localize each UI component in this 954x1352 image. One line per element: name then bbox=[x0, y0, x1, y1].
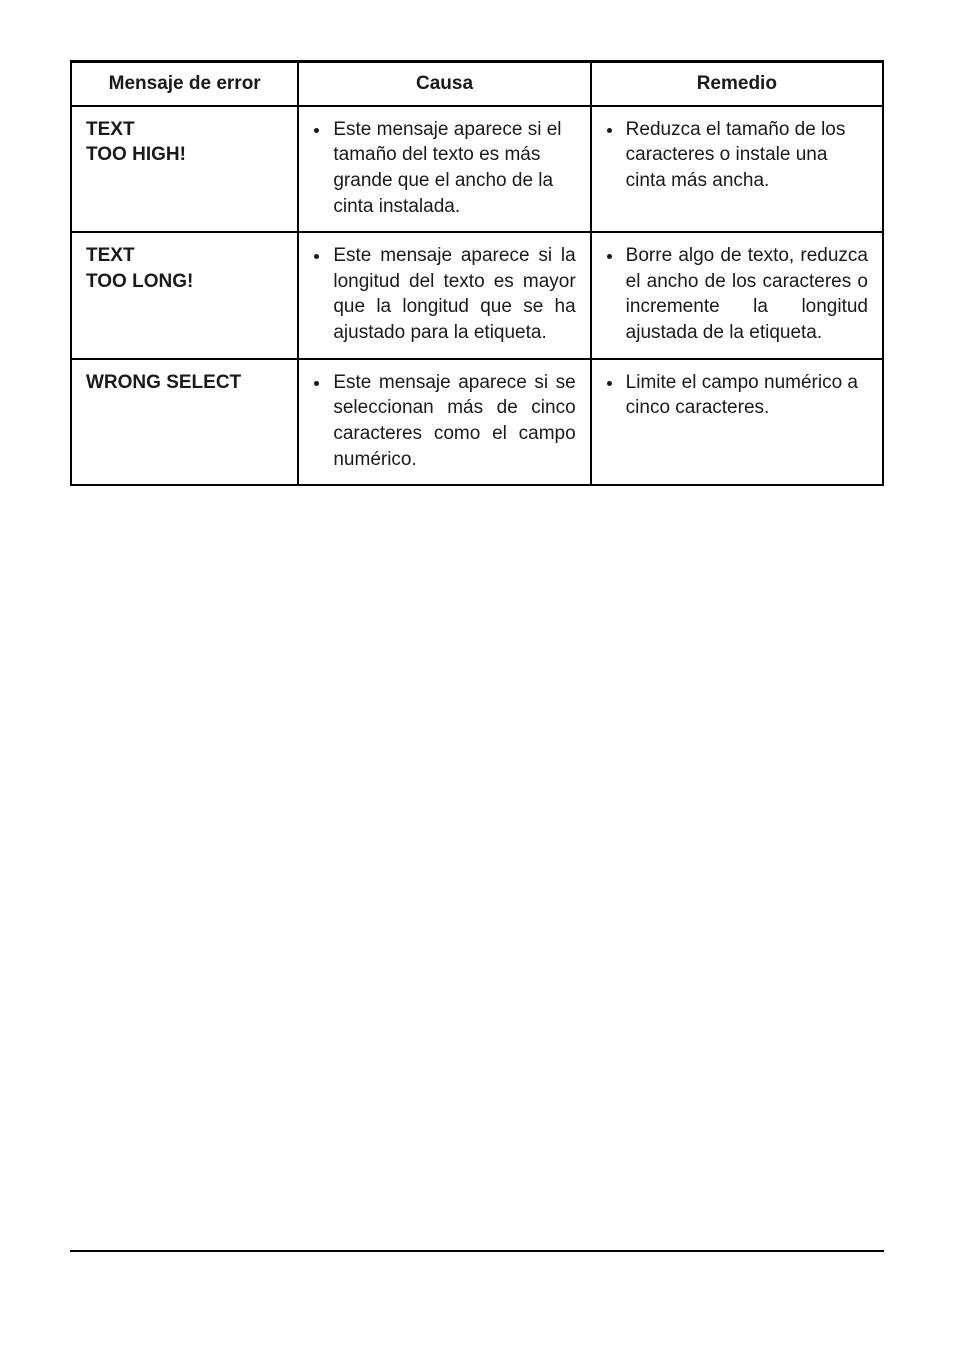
message-line: WRONG SELECT bbox=[86, 370, 283, 396]
remedy-list: Borre algo de texto, reduzca el ancho de… bbox=[606, 243, 868, 346]
message-cell: WRONG SELECT bbox=[71, 359, 298, 486]
table-row: TEXTTOO HIGH! Este mensaje aparece si el … bbox=[71, 106, 883, 233]
cause-item: Este mensaje aparece si se seleccionan m… bbox=[331, 370, 575, 473]
remedy-item: Reduzca el tamaño de los caracteres o in… bbox=[624, 117, 868, 194]
remedy-list: Limite el campo numé­rico a cinco caract… bbox=[606, 370, 868, 421]
remedy-list: Reduzca el tamaño de los caracteres o in… bbox=[606, 117, 868, 194]
message-line: TEXT bbox=[86, 243, 283, 269]
message-line: TEXT bbox=[86, 117, 283, 143]
cause-cell: Este mensaje aparece si la longitud del … bbox=[298, 232, 590, 359]
table-row: WRONG SELECT Este mensaje aparece si se s… bbox=[71, 359, 883, 486]
remedy-cell: Borre algo de texto, reduzca el ancho de… bbox=[591, 232, 883, 359]
message-line: TOO HIGH! bbox=[86, 142, 283, 168]
remedy-item: Limite el campo numé­rico a cinco caract… bbox=[624, 370, 868, 421]
footer-rule bbox=[70, 1250, 884, 1252]
cause-item: Este mensaje aparece si el tamaño del te… bbox=[331, 117, 575, 220]
message-cell: TEXTTOO LONG! bbox=[71, 232, 298, 359]
cause-item: Este mensaje aparece si la longitud del … bbox=[331, 243, 575, 346]
cause-list: Este mensaje aparece si la longitud del … bbox=[313, 243, 575, 346]
cause-list: Este mensaje aparece si el tamaño del te… bbox=[313, 117, 575, 220]
table-body: TEXTTOO HIGH!Este mensaje aparece si el … bbox=[71, 106, 883, 486]
remedy-cell: Reduzca el tamaño de los caracteres o in… bbox=[591, 106, 883, 233]
error-table: Mensaje de error Causa Remedio TEXTTOO H… bbox=[70, 60, 884, 486]
cause-list: Este mensaje aparece si se seleccionan m… bbox=[313, 370, 575, 473]
cause-cell: Este mensaje aparece si el tamaño del te… bbox=[298, 106, 590, 233]
remedy-cell: Limite el campo numé­rico a cinco caract… bbox=[591, 359, 883, 486]
table-row: TEXTTOO LONG! Este mensaje aparece si la … bbox=[71, 232, 883, 359]
table-header-row: Mensaje de error Causa Remedio bbox=[71, 62, 883, 106]
header-message: Mensaje de error bbox=[71, 62, 298, 106]
message-cell: TEXTTOO HIGH! bbox=[71, 106, 298, 233]
header-cause: Causa bbox=[298, 62, 590, 106]
header-remedy: Remedio bbox=[591, 62, 883, 106]
remedy-item: Borre algo de texto, reduzca el ancho de… bbox=[624, 243, 868, 346]
message-line: TOO LONG! bbox=[86, 269, 283, 295]
cause-cell: Este mensaje aparece si se seleccionan m… bbox=[298, 359, 590, 486]
page: Mensaje de error Causa Remedio TEXTTOO H… bbox=[0, 0, 954, 1352]
